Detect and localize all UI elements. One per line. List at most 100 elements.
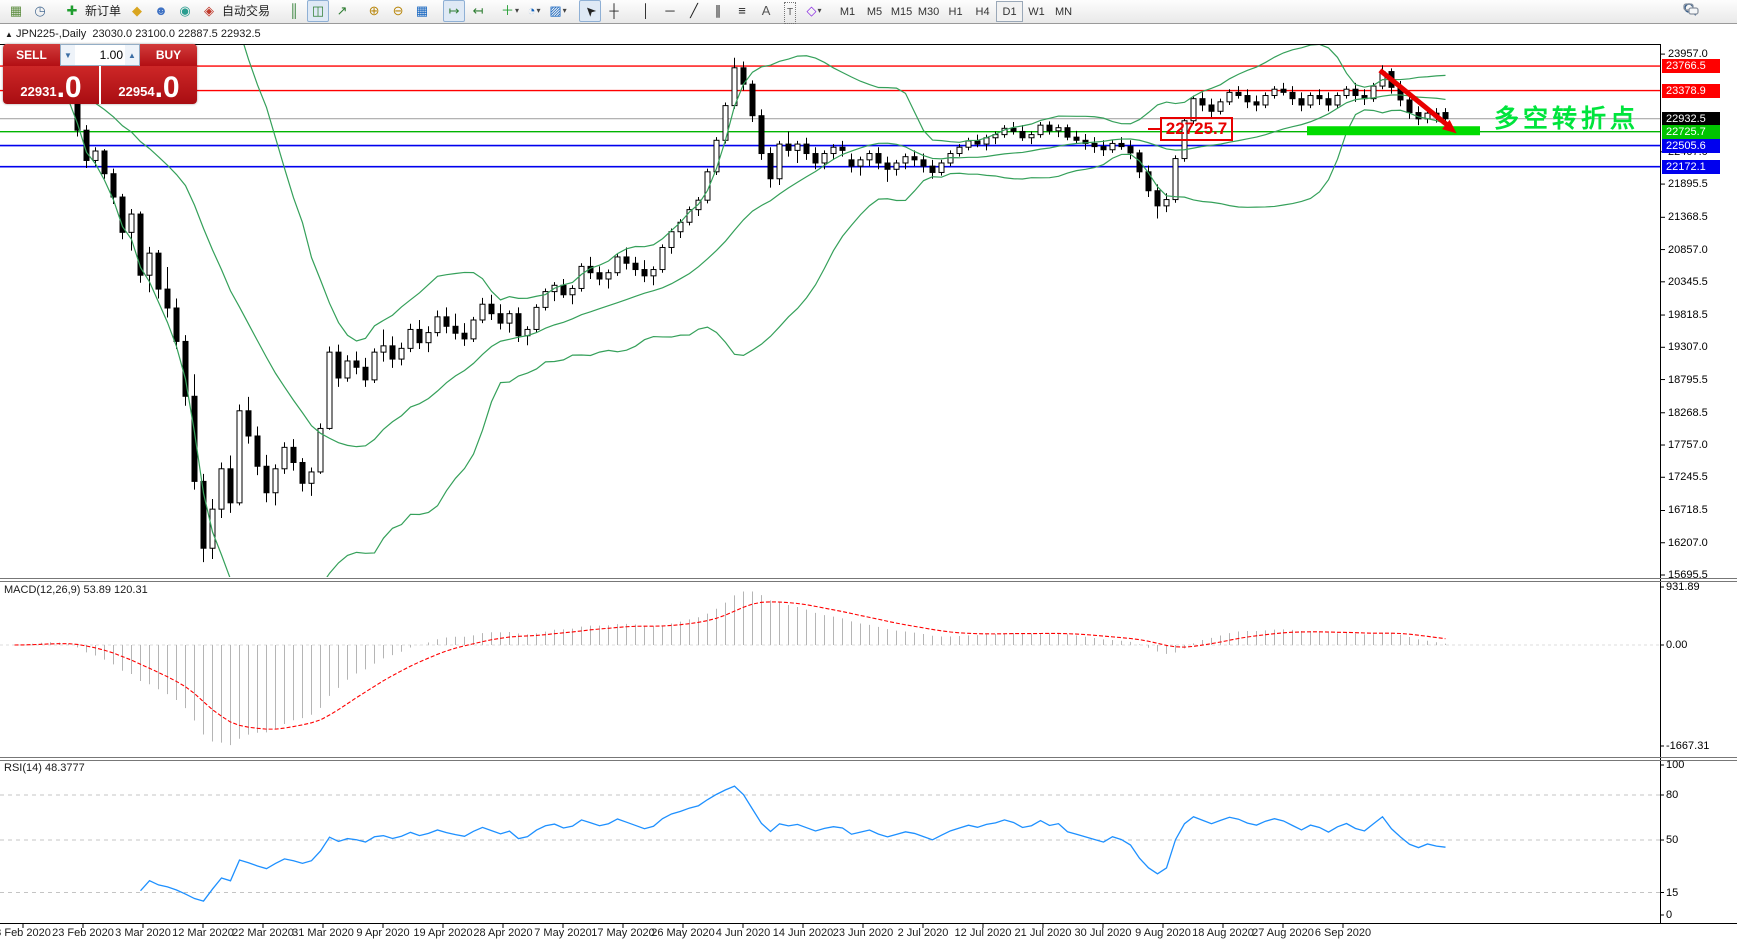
trendline-icon[interactable]: ╱ (683, 0, 705, 22)
date-tick: 3 Mar 2020 (115, 927, 171, 939)
new-order-icon[interactable]: ✚ (61, 0, 83, 22)
date-tick: 23 Jun 2020 (832, 927, 894, 939)
fibonacci-icon: ≡ (738, 2, 746, 18)
candlestick-chart-icon[interactable]: ◫ (307, 0, 330, 22)
price-tick: 21368.5 (1668, 211, 1708, 224)
templates-icon-dropdown[interactable]: ▾ (562, 5, 567, 15)
cn-annotation-text[interactable]: 多空转折点 (1494, 105, 1640, 133)
metaeditor-icon: ◆ (132, 2, 143, 18)
equidistant-channel-icon[interactable]: ∥ (707, 0, 729, 22)
timeframe-m30[interactable]: M30 (917, 5, 940, 18)
horizontal-line-icon: ─ (665, 2, 675, 18)
macd-label: MACD(12,26,9) 53.89 120.31 (4, 584, 148, 596)
main-toolbar: ▦ ◷ ✚ 新订单 ◆ ☻ ◉ ◈ 自动交易 ║ ◫ ↗ ⊕ ⊖ ▦ ↦ ↤ ＋ ▾ ◔ ▾ ▨ ▾ ➤ ┼ │ ─ ╱ ∥ ≡ A T ◇ ▾ … (0, 0, 1737, 24)
periods-icon-dropdown[interactable]: ▾ (536, 5, 541, 15)
new-order-icon-label[interactable]: 新订单 (85, 3, 122, 18)
date-tick: 22 Mar 2020 (232, 927, 294, 939)
auto-trading-icon-label[interactable]: 自动交易 (222, 3, 271, 18)
date-tick: 12 Jul 2020 (954, 927, 1012, 939)
price-tick: 16718.5 (1668, 504, 1708, 517)
fibonacci-icon[interactable]: ≡ (731, 0, 753, 22)
timeframe-m15[interactable]: M15 (890, 5, 913, 18)
price-tick: 17245.5 (1668, 471, 1708, 484)
volume-input[interactable] (75, 45, 125, 65)
metaeditor-icon[interactable]: ◆ (126, 0, 148, 22)
arrows-icon: ◇ (806, 2, 817, 18)
auto-trading-icon[interactable]: ◈ (198, 0, 220, 22)
buy-price[interactable]: 22954.0 (101, 66, 197, 104)
macd-tick: 0.00 (1666, 639, 1688, 651)
rsi-tick: 100 (1666, 759, 1685, 771)
price-tick: 19307.0 (1668, 341, 1708, 354)
tile-windows-icon: ▦ (415, 2, 429, 18)
timeframe-w1[interactable]: W1 (1028, 5, 1045, 18)
tile-windows-icon[interactable]: ▦ (411, 0, 433, 22)
auto-trading-icon: ◈ (204, 2, 215, 18)
chart-shift-icon[interactable]: ↤ (467, 0, 489, 22)
zoom-out-icon: ⊖ (392, 2, 404, 18)
date-tick: 9 Apr 2020 (356, 927, 410, 939)
indicators-icon-dropdown[interactable]: ▾ (515, 5, 520, 15)
timeframe-h4[interactable]: H4 (975, 5, 990, 18)
price-tick: 20345.5 (1668, 275, 1708, 288)
timeframe-mn[interactable]: MN (1054, 5, 1073, 18)
line-chart-icon[interactable]: ↗ (331, 0, 353, 22)
periods-icon[interactable]: ◔ ▾ (523, 0, 545, 22)
market-icon: ☻ (154, 2, 168, 18)
volume-down-button[interactable]: ▼ (61, 45, 75, 65)
price-tick: 18795.5 (1668, 373, 1708, 386)
toolbar-icons: ▦ ◷ ✚ 新订单 ◆ ☻ ◉ ◈ 自动交易 ║ ◫ ↗ ⊕ ⊖ ▦ ↦ ↤ ＋ ▾ ◔ ▾ ▨ ▾ ➤ ┼ │ ─ ╱ ∥ ≡ A T ◇ ▾ (4, 0, 834, 24)
sell-button[interactable]: SELL (3, 44, 60, 66)
sell-price-frac: .0 (56, 71, 82, 104)
text-label-icon[interactable]: T (779, 1, 801, 24)
macd-tick: -1667.31 (1666, 740, 1710, 752)
arrows-icon[interactable]: ◇ ▾ (803, 0, 825, 22)
rsi-tick: 80 (1666, 789, 1679, 801)
text-icon: A (761, 2, 771, 18)
cursor-icon[interactable]: ➤ (579, 0, 602, 22)
timeframe-d1[interactable]: D1 (996, 1, 1024, 22)
charts-grid-icon[interactable]: ▦ (5, 0, 27, 22)
horizontal-line-icon[interactable]: ─ (659, 0, 681, 22)
date-tick: 27 Aug 2020 (1252, 927, 1314, 939)
price-tick: 23957.0 (1668, 48, 1708, 61)
sell-price[interactable]: 22931.0 (3, 66, 99, 104)
crosshair-icon[interactable]: ┼ (603, 0, 625, 22)
vertical-line-icon: │ (641, 2, 651, 18)
zoom-out-icon[interactable]: ⊖ (387, 0, 409, 22)
new-order-icon: ✚ (66, 2, 78, 18)
price-tick: 17757.0 (1668, 439, 1708, 452)
one-click-trade-panel: SELL ▼ ▲ BUY 22931.0 22954.0 (3, 44, 197, 104)
date-tick: 2 Jul 2020 (897, 927, 949, 939)
price-badge: 22725.7 (1662, 124, 1720, 139)
market-icon[interactable]: ☻ (150, 0, 172, 22)
price-tag-annotation[interactable]: 22725.7 (1160, 117, 1233, 141)
indicators-icon[interactable]: ＋ ▾ (499, 0, 521, 22)
volume-up-button[interactable]: ▲ (125, 45, 139, 65)
timeframe-m1[interactable]: M1 (839, 5, 856, 18)
zoom-in-icon[interactable]: ⊕ (363, 0, 385, 22)
vertical-line-icon[interactable]: │ (635, 0, 657, 22)
auto-scroll-icon[interactable]: ↦ (443, 0, 466, 22)
rsi-tick: 50 (1666, 834, 1679, 846)
chat-icon[interactable] (1683, 2, 1730, 24)
rsi-label: RSI(14) 48.3777 (4, 762, 85, 774)
candlestick-chart-icon: ◫ (311, 2, 325, 18)
signals-icon[interactable]: ◉ (174, 0, 196, 22)
timeframe-m5[interactable]: M5 (866, 5, 883, 18)
buy-price-frac: .0 (154, 71, 180, 104)
bar-chart-icon[interactable]: ║ (283, 0, 305, 22)
charts-grid-icon: ▦ (9, 2, 23, 18)
text-icon[interactable]: A (755, 0, 777, 22)
arrows-icon-dropdown[interactable]: ▾ (817, 5, 822, 15)
templates-icon[interactable]: ▨ ▾ (547, 0, 569, 22)
date-tick: 4 Jun 2020 (715, 927, 771, 939)
collapse-icon[interactable]: ▲ (5, 30, 13, 39)
price-badge: 23378.9 (1662, 83, 1720, 98)
tick-chart-icon[interactable]: ◷ (29, 0, 51, 22)
buy-button[interactable]: BUY (140, 44, 197, 66)
date-tick: 28 Apr 2020 (473, 927, 533, 939)
timeframe-h1[interactable]: H1 (948, 5, 963, 18)
